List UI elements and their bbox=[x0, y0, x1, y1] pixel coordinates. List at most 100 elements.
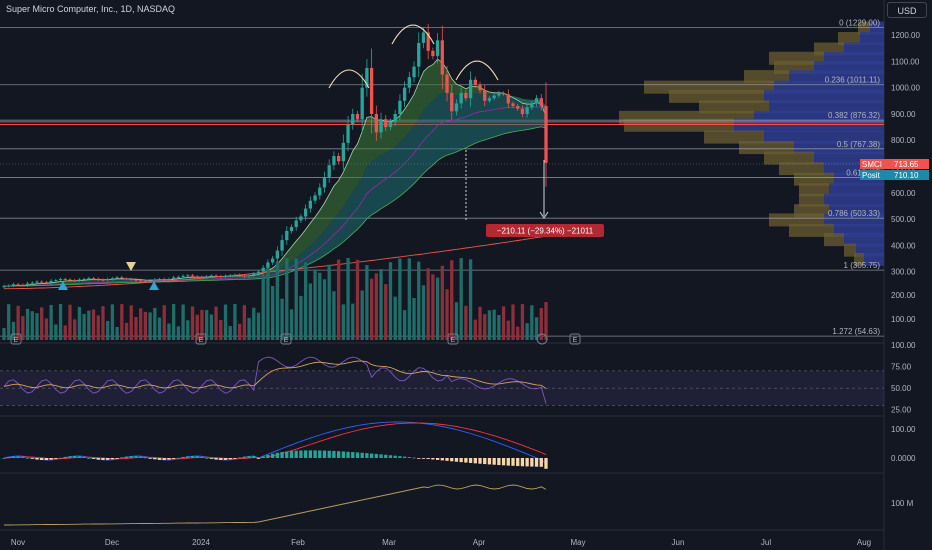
volume-bar bbox=[464, 305, 468, 340]
volume-bar bbox=[544, 302, 548, 340]
macd-histogram-bar bbox=[101, 458, 105, 460]
candle-body bbox=[280, 240, 284, 251]
candle-body bbox=[124, 278, 129, 280]
macd-histogram-bar bbox=[153, 458, 157, 460]
volume-profile-bar-down bbox=[799, 193, 824, 207]
volume-bar bbox=[44, 318, 49, 340]
buy-signal-icon bbox=[149, 281, 159, 290]
last-price-name: SMCI bbox=[862, 160, 882, 169]
candle-body bbox=[454, 103, 459, 112]
candle-body bbox=[421, 32, 426, 43]
macd-histogram-bar bbox=[91, 458, 96, 459]
volume-bar bbox=[440, 265, 444, 340]
volume-bar bbox=[40, 307, 44, 340]
volume-bar bbox=[435, 277, 440, 340]
macd-histogram-bar bbox=[275, 452, 280, 458]
candle-body bbox=[129, 279, 133, 281]
macd-histogram-bar bbox=[49, 458, 53, 460]
rsi-ma-line bbox=[3, 360, 547, 389]
volume-bar bbox=[233, 304, 237, 340]
volume-bar bbox=[157, 317, 162, 340]
macd-histogram-bar bbox=[450, 458, 454, 462]
volume-bar bbox=[459, 258, 463, 340]
volume-bar bbox=[402, 310, 407, 340]
volume-bar bbox=[106, 320, 110, 340]
macd-histogram-bar bbox=[214, 458, 218, 460]
candle-body bbox=[483, 90, 487, 101]
volume-bar bbox=[25, 308, 30, 340]
macd-histogram-bar bbox=[219, 458, 223, 460]
macd-histogram-bar bbox=[402, 456, 407, 458]
macd-histogram-bar bbox=[172, 458, 176, 459]
macd-histogram-bar bbox=[346, 451, 350, 458]
candle-body bbox=[190, 275, 195, 277]
macd-histogram-bar bbox=[459, 458, 463, 463]
macd-histogram-bar bbox=[355, 452, 360, 458]
candle-body bbox=[473, 79, 477, 86]
macd-histogram-bar bbox=[327, 450, 331, 458]
macd-histogram-bar bbox=[195, 456, 199, 458]
candle-body bbox=[299, 216, 303, 221]
sell-signal-icon bbox=[126, 262, 136, 271]
candle-body bbox=[238, 274, 242, 276]
macd-histogram-bar bbox=[106, 458, 110, 460]
volume-bar bbox=[332, 291, 336, 340]
volume-bar bbox=[195, 314, 199, 340]
candle-body bbox=[153, 279, 157, 281]
candle-body bbox=[501, 92, 506, 95]
macd-histogram-bar bbox=[73, 456, 77, 458]
volume-bar bbox=[346, 258, 350, 340]
macd-histogram-bar bbox=[58, 457, 63, 459]
earnings-marker-icon bbox=[447, 333, 459, 345]
volume-bar bbox=[96, 315, 100, 340]
volume-profile-bar-down bbox=[799, 183, 829, 197]
volume-bar bbox=[294, 258, 298, 340]
macd-histogram-bar bbox=[233, 458, 237, 459]
measure-label-box bbox=[486, 224, 604, 237]
time-tick-label: May bbox=[570, 538, 585, 547]
candle-body bbox=[200, 276, 204, 278]
candle-body bbox=[209, 275, 214, 277]
obv-line bbox=[4, 484, 547, 526]
volume-bar bbox=[139, 308, 143, 340]
currency-button[interactable]: USD bbox=[887, 2, 927, 18]
earnings-marker-label: E bbox=[284, 337, 289, 344]
macd-histogram-bar bbox=[167, 458, 171, 460]
macd-histogram-bar bbox=[190, 456, 195, 458]
candle-body bbox=[148, 280, 152, 282]
volume-bar bbox=[501, 306, 506, 340]
volume-bar bbox=[445, 289, 449, 340]
volume-bar bbox=[148, 312, 152, 340]
macd-histogram-bar bbox=[365, 453, 369, 458]
candle-body bbox=[412, 66, 416, 78]
candle-body bbox=[16, 284, 20, 286]
candle-body bbox=[464, 92, 468, 99]
position-tag bbox=[891, 170, 929, 180]
candle-body bbox=[120, 277, 124, 279]
candle-body bbox=[478, 85, 482, 91]
volume-bar bbox=[492, 309, 496, 340]
volume-profile-bar-down bbox=[764, 151, 814, 165]
volume-bar bbox=[454, 302, 459, 340]
candle-body bbox=[30, 282, 34, 284]
volume-tick-label: 200.00 bbox=[891, 291, 916, 300]
candle-body bbox=[143, 280, 148, 282]
macd-histogram-bar bbox=[2, 458, 6, 459]
obv-tick-label: 100 M bbox=[891, 499, 914, 508]
macd-histogram-bar bbox=[388, 455, 393, 458]
candle-body bbox=[530, 103, 534, 108]
volume-profile-bar-down bbox=[699, 100, 769, 114]
macd-histogram-bar bbox=[228, 458, 232, 460]
price-tick-label: 300.00 bbox=[891, 268, 916, 277]
volume-bar bbox=[214, 306, 218, 340]
volume-bar bbox=[478, 306, 482, 340]
macd-histogram-bar bbox=[289, 451, 294, 458]
price-tick-label: 400.00 bbox=[891, 241, 916, 250]
volume-bar bbox=[285, 258, 289, 340]
candle-body bbox=[294, 220, 298, 227]
candle-body bbox=[96, 278, 100, 280]
volume-bar bbox=[87, 310, 91, 340]
macd-histogram-bar bbox=[176, 457, 181, 459]
